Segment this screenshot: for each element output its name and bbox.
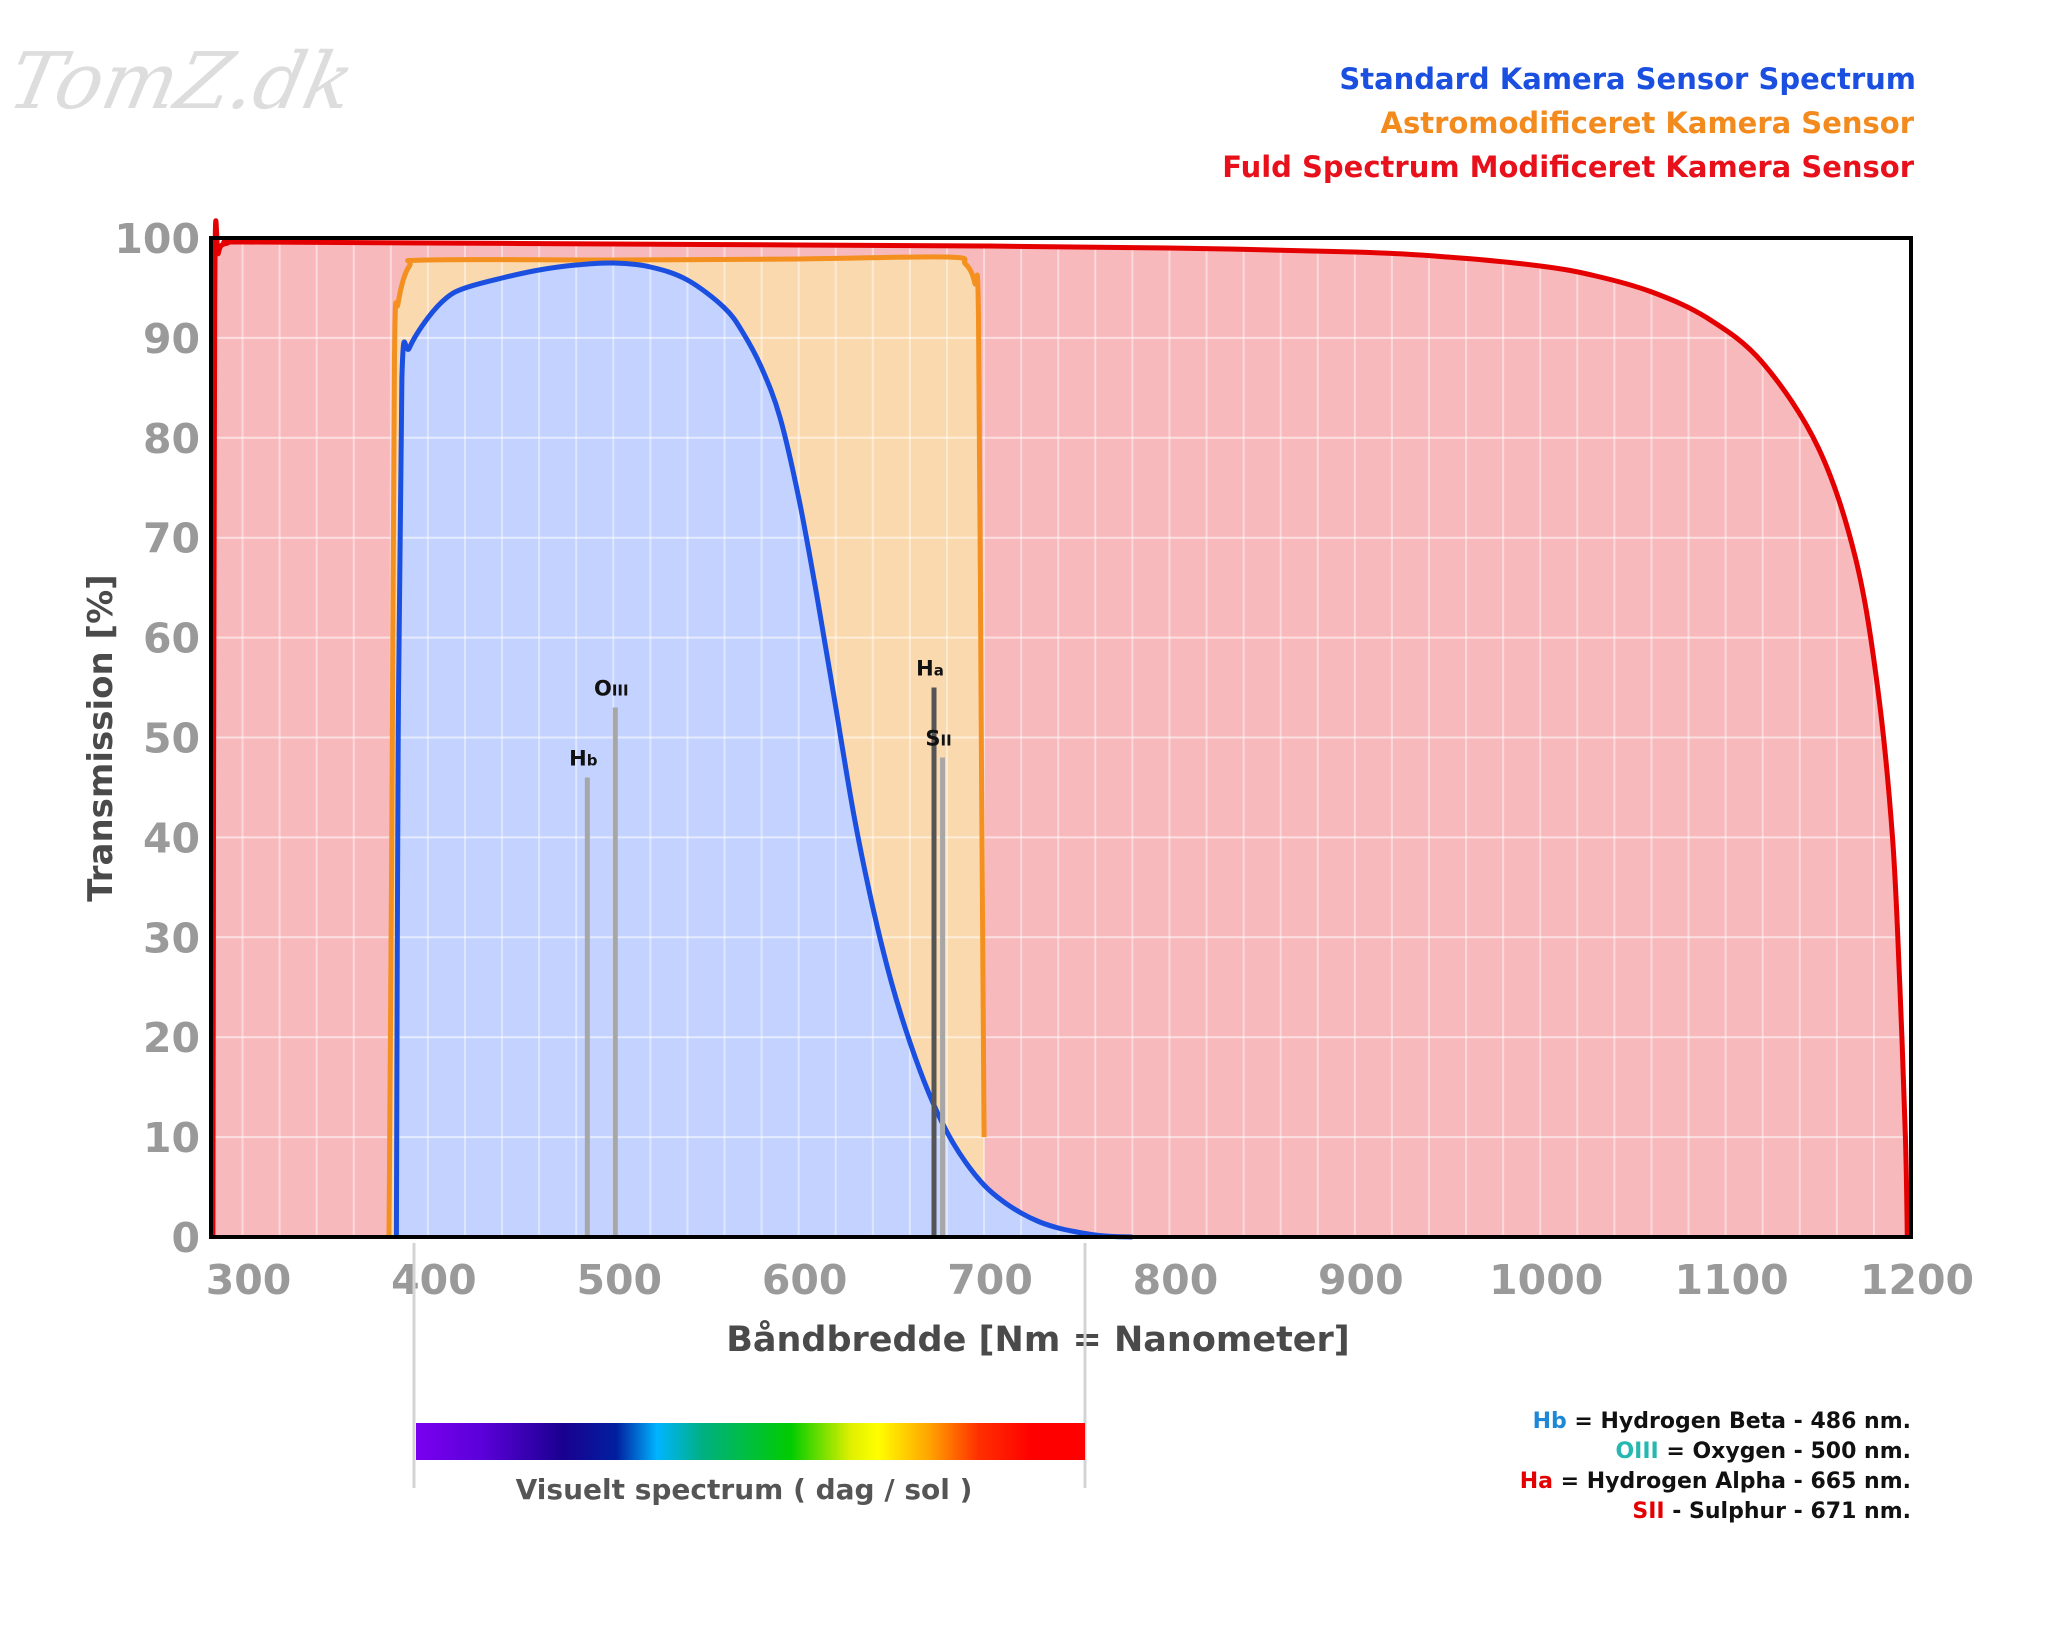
x-tick-label: 900 xyxy=(1318,1256,1404,1304)
emission-label-oiii: OIII xyxy=(594,677,629,701)
y-tick-label: 50 xyxy=(143,715,200,763)
area-standard xyxy=(396,262,1133,1238)
x-tick-label: 500 xyxy=(576,1256,662,1304)
legend-standard: Standard Kamera Sensor Spectrum xyxy=(1339,62,1916,96)
y-tick-labels: 0 10 20 30 40 50 60 70 80 90 100 xyxy=(114,215,200,1262)
series-fills xyxy=(212,220,1908,1238)
note-sii: SII - Sulphur - 671 nm. xyxy=(1632,1499,1911,1524)
y-tick-label: 70 xyxy=(143,515,200,563)
line-standard xyxy=(393,260,1133,1240)
emission-label-sii: SII xyxy=(925,726,951,750)
x-tick-label: 300 xyxy=(206,1256,292,1304)
watermark-logo: TomZ.dk xyxy=(1,36,362,127)
y-tick-label: 10 xyxy=(143,1114,200,1162)
visual-spectrum: Visuelt spectrum ( dag / sol ) xyxy=(412,1243,1087,1506)
note-oiii: OIII = Oxygen - 500 nm. xyxy=(1615,1439,1911,1464)
plot-frame xyxy=(209,236,1913,1239)
line-full-spectrum xyxy=(210,218,1910,1238)
y-tick-label: 40 xyxy=(143,814,200,862)
spectrum-caption: Visuelt spectrum ( dag / sol ) xyxy=(516,1473,973,1506)
x-tick-label: 1000 xyxy=(1489,1256,1603,1304)
legend: Standard Kamera Sensor Spectrum Astromod… xyxy=(1222,62,1916,184)
x-axis-title: Båndbredde [Nm = Nanometer] xyxy=(726,1319,1350,1360)
note-hb: Hb = Hydrogen Beta - 486 nm. xyxy=(1533,1409,1911,1434)
x-tick-label: 1200 xyxy=(1860,1256,1974,1304)
emission-label-ha: Ha xyxy=(916,657,944,681)
emission-lines: Hb OIII Ha SII xyxy=(569,657,952,1237)
series-lines xyxy=(210,218,1910,1240)
y-tick-label: 90 xyxy=(143,315,200,363)
note-ha: Ha = Hydrogen Alpha - 665 nm. xyxy=(1520,1469,1911,1494)
x-tick-label: 1100 xyxy=(1675,1256,1789,1304)
y-tick-label: 30 xyxy=(143,914,200,962)
emission-notes: Hb = Hydrogen Beta - 486 nm. OIII = Oxyge… xyxy=(1520,1409,1911,1524)
legend-astromod: Astromodificeret Kamera Sensor xyxy=(1381,106,1915,140)
x-tick-label: 800 xyxy=(1133,1256,1219,1304)
y-tick-label: 100 xyxy=(114,215,200,263)
x-tick-label: 600 xyxy=(762,1256,848,1304)
y-tick-label: 20 xyxy=(143,1014,200,1062)
x-tick-labels: 300 400 500 600 700 800 900 1000 1100 1200 xyxy=(206,1256,1974,1304)
y-axis-title: Transmission [%] xyxy=(81,574,121,901)
legend-full-spectrum: Fuld Spectrum Modificeret Kamera Sensor xyxy=(1222,150,1914,184)
x-tick-label: 700 xyxy=(947,1256,1033,1304)
spectrum-bar xyxy=(416,1423,1085,1460)
y-tick-label: 0 xyxy=(171,1214,200,1262)
y-tick-label: 80 xyxy=(143,415,200,463)
grid-lines xyxy=(211,238,1911,1237)
emission-label-hb: Hb xyxy=(569,746,598,770)
line-astromod xyxy=(386,254,987,1238)
y-tick-label: 60 xyxy=(143,615,200,663)
x-tick-label: 400 xyxy=(391,1256,477,1304)
